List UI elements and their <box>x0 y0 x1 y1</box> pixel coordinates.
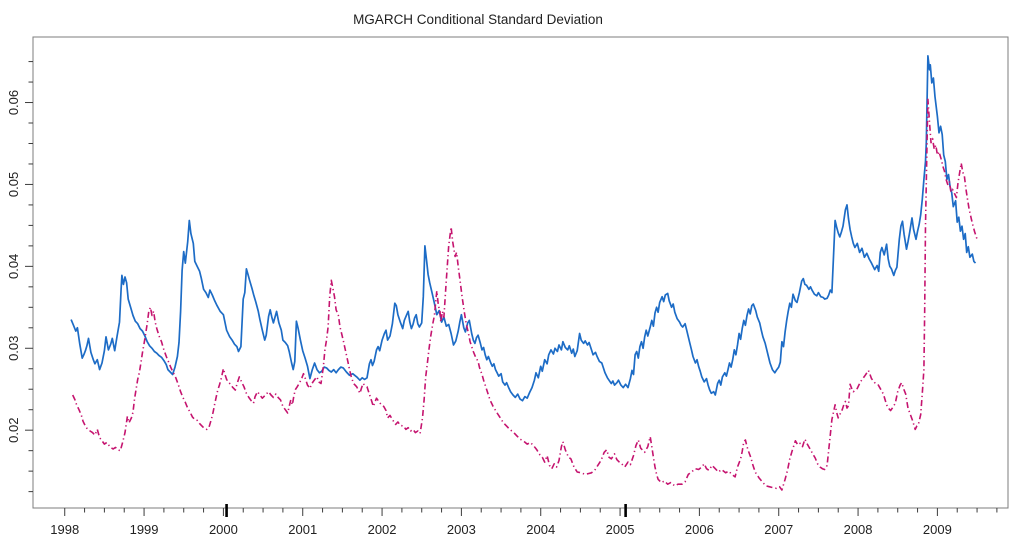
x-tick-label: 2009 <box>923 522 952 537</box>
y-tick-label: 0.03 <box>6 336 21 361</box>
series-blue-solid-line <box>70 54 977 402</box>
x-tick-label: 2006 <box>685 522 714 537</box>
x-tick-label: 2001 <box>288 522 317 537</box>
series-magenta-dashdot-line <box>71 98 978 491</box>
x-tick-label: 2004 <box>526 522 555 537</box>
y-axis: 0.02 0.03 0.04 0.05 0.06 <box>6 61 33 493</box>
y-tick-label: 0.06 <box>6 90 21 115</box>
plot-box <box>32 36 1009 509</box>
chart-title: MGARCH Conditional Standard Deviation <box>353 12 603 27</box>
x-tick-label: 2007 <box>764 522 793 537</box>
x-tick-label: 2002 <box>368 522 397 537</box>
x-tick-label: 2000 <box>209 522 238 537</box>
x-tick-label: 1999 <box>130 522 159 537</box>
series-group <box>70 54 978 491</box>
y-tick-label: 0.05 <box>6 172 21 197</box>
y-tick-label: 0.02 <box>6 418 21 443</box>
x-tick-label: 2005 <box>606 522 635 537</box>
x-tick-label: 2008 <box>844 522 873 537</box>
y-tick-label: 0.04 <box>6 254 21 279</box>
x-axis: 1998 1999 2000 2001 2002 2003 2004 2005 2006 2007… <box>50 504 998 537</box>
x-tick-label: 1998 <box>50 522 79 537</box>
x-tick-label: 2003 <box>447 522 476 537</box>
